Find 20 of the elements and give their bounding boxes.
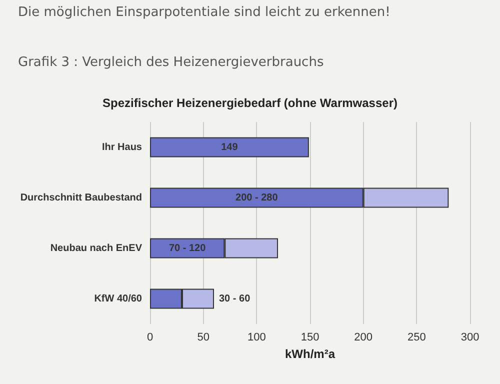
data-label: 200 - 280 <box>236 192 278 204</box>
x-tick-label: 150 <box>300 332 320 344</box>
x-axis-title: kWh/m²a <box>284 347 336 361</box>
x-tick-label: 250 <box>407 332 426 344</box>
data-label: 70 - 120 <box>168 242 206 254</box>
bar <box>150 137 309 158</box>
text: Grafik 3 : Vergleich des Heizenergieverbrauchs <box>18 55 324 70</box>
x-tick-label: 200 <box>354 332 373 344</box>
data-label: 149 <box>221 142 238 153</box>
x-tick-label: 0 <box>146 332 154 344</box>
chart-title: Spezifischer Heizenergiebedarf (ohne Warmwasser) <box>102 96 398 110</box>
y-tick-label: Durchschnitt Baubestand <box>20 192 142 204</box>
text: Die möglichen Einsparpotentiale sind leicht zu erkennen! <box>18 5 390 20</box>
x-tick-label: 300 <box>460 332 480 344</box>
x-tick-label: 100 <box>247 332 266 344</box>
x-tick-label: 50 <box>197 332 210 344</box>
data-label: 30 - 60 <box>219 293 251 304</box>
y-tick-label: Ihr Haus <box>102 142 142 153</box>
y-tick-label: Neubau nach EnEV <box>50 242 142 254</box>
y-tick-label: KfW 40/60 <box>94 293 142 304</box>
